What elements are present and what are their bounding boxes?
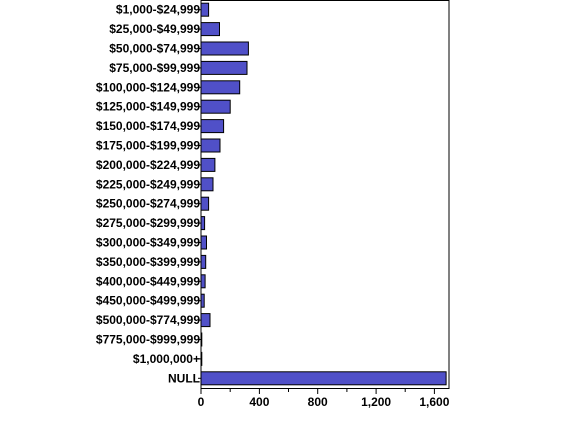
category-label: $1,000-$24,999 [116, 3, 200, 17]
bar [200, 351, 203, 366]
plot-area-border [200, 0, 450, 389]
x-tick-label: 1,200 [361, 395, 391, 409]
category-label: $200,000-$224,999 [96, 158, 200, 172]
category-label: $500,000-$774,999 [96, 313, 200, 327]
plot-frame [200, 0, 450, 389]
x-tick-label: 800 [308, 395, 328, 409]
bar [200, 138, 221, 153]
bar [200, 293, 205, 308]
category-label: $350,000-$399,999 [96, 255, 200, 269]
x-axis: 0 400 800 1,200 1,600 [198, 388, 450, 409]
bars-group [200, 2, 447, 386]
bar [200, 80, 241, 95]
category-label: $75,000-$99,999 [109, 61, 200, 75]
bar [200, 274, 206, 289]
bar [200, 177, 214, 192]
category-label: $275,000-$299,999 [96, 216, 200, 230]
category-label: $225,000-$249,999 [96, 177, 200, 191]
category-label: NULL [168, 371, 200, 385]
category-label: $25,000-$49,999 [109, 22, 200, 36]
bar [200, 196, 210, 211]
category-label: $775,000-$999,999 [96, 333, 200, 347]
category-label: $250,000-$274,999 [96, 197, 200, 211]
x-tick-label: 1,600 [419, 395, 449, 409]
bar [200, 22, 220, 37]
category-label: $100,000-$124,999 [96, 80, 200, 94]
bar [200, 119, 225, 134]
bar [200, 99, 231, 114]
category-label: $1,000,000+ [133, 352, 200, 366]
category-label: $450,000-$499,999 [96, 294, 200, 308]
bar [200, 60, 248, 75]
category-label: $175,000-$199,999 [96, 139, 200, 153]
category-label: $150,000-$174,999 [96, 119, 200, 133]
x-tick-label: 400 [249, 395, 269, 409]
bar [200, 371, 447, 386]
bar [200, 41, 249, 56]
bar [200, 313, 211, 328]
category-label: $300,000-$349,999 [96, 236, 200, 250]
bar [200, 235, 207, 250]
bar [200, 254, 207, 269]
x-tick-label: 0 [198, 395, 205, 409]
bar [200, 157, 216, 172]
category-label: $400,000-$449,999 [96, 274, 200, 288]
category-labels: $1,000-$24,999 $25,000-$49,999 $50,000-$74… [96, 3, 201, 385]
bar [200, 332, 203, 347]
category-label: $125,000-$149,999 [96, 100, 200, 114]
bar [200, 2, 210, 17]
bar [200, 216, 206, 231]
category-label: $50,000-$74,999 [109, 42, 200, 56]
